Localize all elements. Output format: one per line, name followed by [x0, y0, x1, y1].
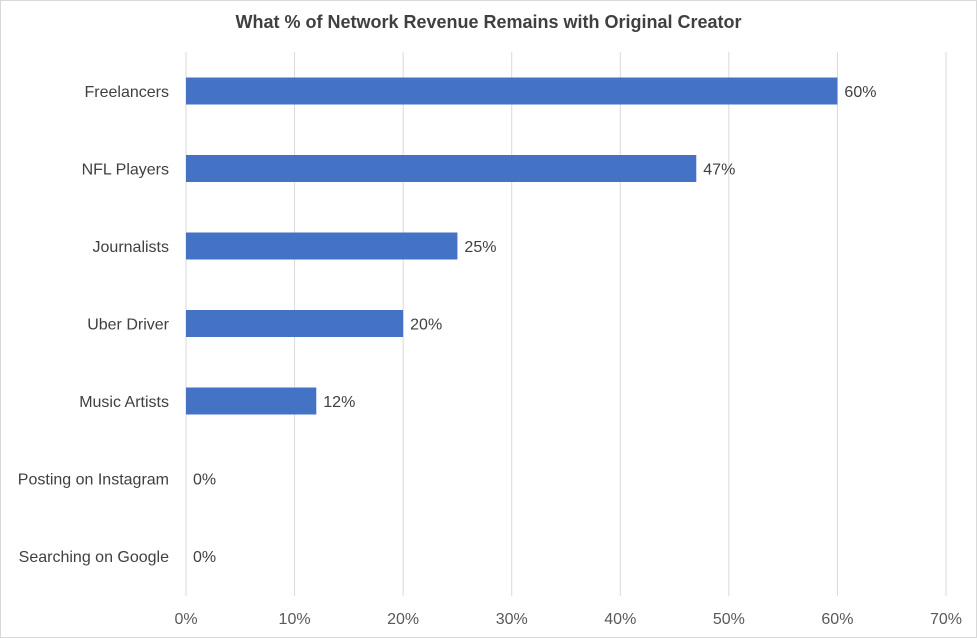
bar [186, 387, 317, 415]
bar [186, 232, 458, 260]
x-tick-label: 40% [604, 611, 636, 628]
category-label: NFL Players [82, 162, 169, 179]
data-label: 20% [410, 317, 442, 334]
data-label: 25% [464, 239, 496, 256]
x-tick-label: 50% [713, 611, 745, 628]
bars [186, 77, 838, 415]
x-tick-labels: 0% 10% 20% 30% 40% 50% 60% 70% [174, 611, 962, 628]
bar [186, 310, 404, 337]
x-tick-label: 20% [387, 611, 419, 628]
bar [186, 155, 697, 182]
data-label: 12% [323, 394, 355, 411]
chart-title: What % of Network Revenue Remains with O… [235, 12, 742, 32]
x-tick-label: 10% [279, 611, 311, 628]
data-label: 0% [193, 549, 216, 566]
data-labels: 60% 47% 25% 20% 12% 0% 0% [193, 84, 876, 566]
data-label: 60% [844, 84, 876, 101]
bar [186, 77, 838, 105]
category-label: Searching on Google [19, 549, 169, 566]
category-label: Posting on Instagram [18, 472, 169, 489]
data-label: 0% [193, 472, 216, 489]
x-tick-label: 70% [930, 611, 962, 628]
data-label: 47% [703, 162, 735, 179]
category-label: Music Artists [79, 394, 169, 411]
category-label: Uber Driver [87, 317, 169, 334]
category-labels: Freelancers NFL Players Journalists Uber Dr… [18, 84, 170, 566]
x-tick-label: 30% [496, 611, 528, 628]
category-label: Freelancers [85, 84, 169, 101]
x-tick-label: 60% [821, 611, 853, 628]
x-tick-label: 0% [174, 611, 197, 628]
category-label: Journalists [93, 239, 169, 256]
